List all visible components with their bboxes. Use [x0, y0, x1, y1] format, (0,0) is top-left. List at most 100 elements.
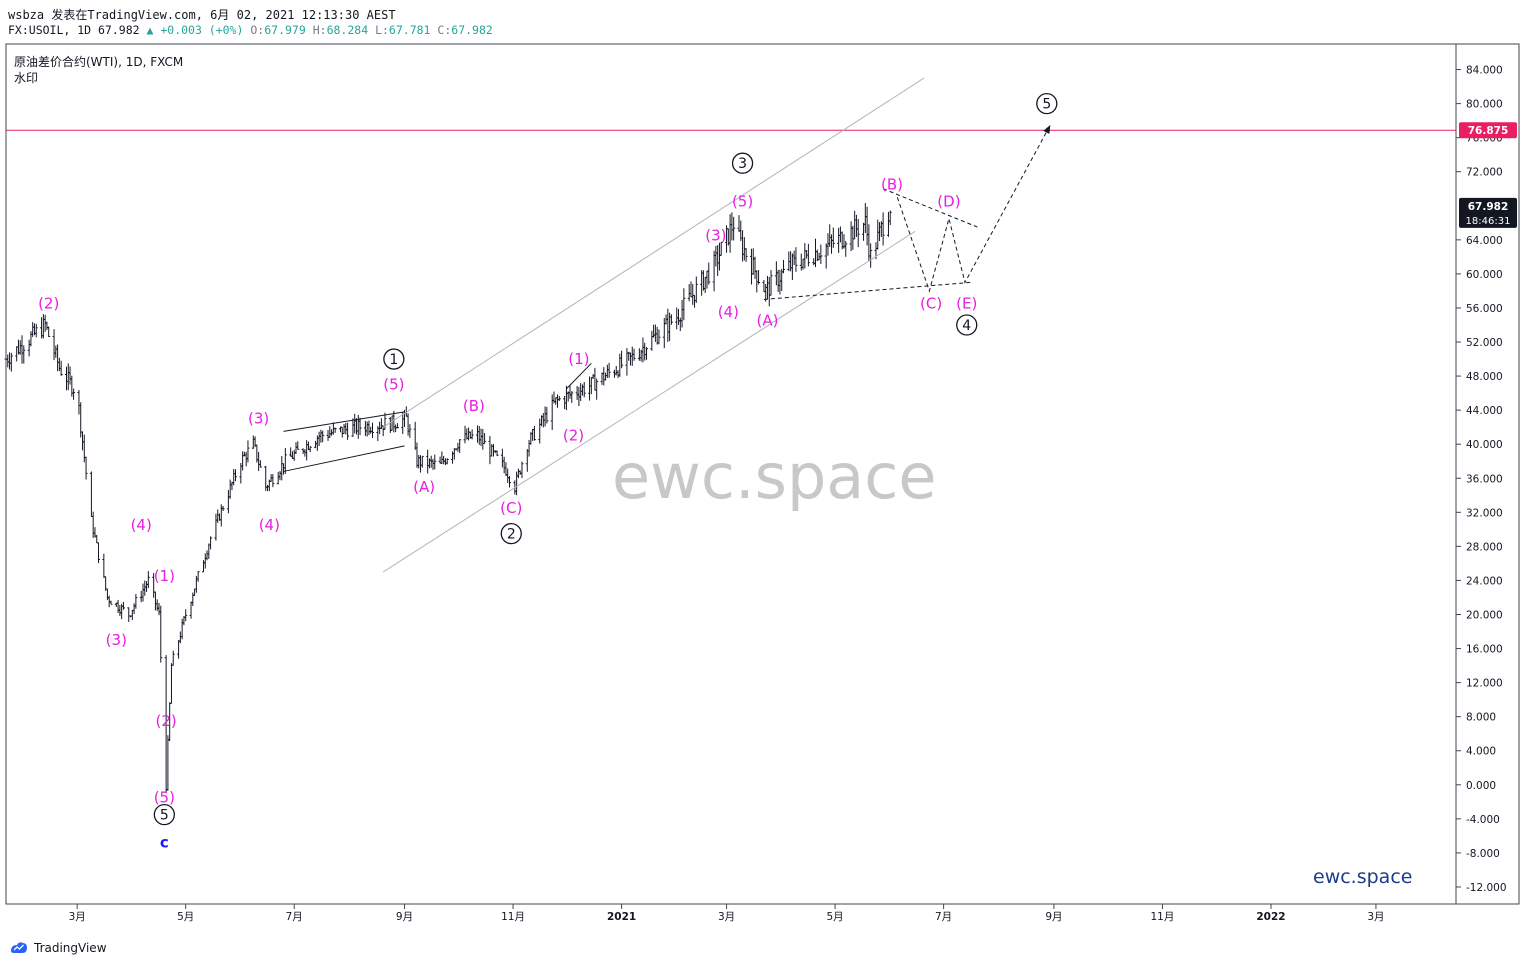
- wave-circle-marker: [731, 152, 754, 174]
- wave-label: (3): [106, 631, 127, 649]
- wave-label: (C): [920, 295, 942, 313]
- symbol-code: FX:USOIL, 1D 67.982: [8, 23, 140, 37]
- price-tick-label: 0.000: [1466, 780, 1496, 792]
- wave-circle-label: 2: [507, 527, 516, 543]
- time-tick-label: 3月: [69, 911, 86, 923]
- wave-label: (5): [154, 789, 175, 807]
- time-tick-label: 9月: [1045, 911, 1062, 923]
- low-label: L:: [375, 23, 389, 37]
- axes: 84.00080.00076.00072.00064.00060.00056.0…: [5, 43, 1520, 923]
- wave-label: (E): [956, 295, 977, 313]
- price-tick-label: -12.000: [1466, 882, 1507, 894]
- wave-circle-marker: [500, 522, 522, 545]
- wave-circle-label: 5: [160, 808, 169, 824]
- price-tick-label: 36.000: [1466, 473, 1503, 485]
- corner-watermark: ewc.space: [1313, 866, 1413, 888]
- wave-label: (3): [705, 227, 726, 245]
- price-tick-label: 56.000: [1466, 303, 1503, 315]
- time-tick-label: 11月: [501, 911, 525, 923]
- price-tick-label: 72.000: [1466, 167, 1503, 179]
- wave-label: (D): [937, 193, 960, 211]
- triangle-lower-line: [283, 445, 405, 472]
- wave-label: (2): [563, 427, 584, 445]
- high-value: 68.284: [326, 23, 369, 37]
- time-tick-label: 3月: [718, 911, 735, 923]
- close-label: C:: [437, 23, 452, 37]
- wave-label: (A): [756, 312, 778, 330]
- wave-circle-marker: [1036, 92, 1058, 115]
- last-price-badge: [1459, 197, 1517, 228]
- wedge-line: [566, 362, 592, 390]
- wave-label: (5): [732, 193, 753, 211]
- high-label: H:: [312, 23, 327, 37]
- wave-circle-label: 4: [962, 318, 971, 334]
- price-tick-label: 20.000: [1466, 609, 1503, 621]
- price-tick-label: 48.000: [1466, 371, 1503, 383]
- tradingview-footer[interactable]: TradingView: [8, 941, 107, 955]
- wave-label: (B): [881, 175, 903, 193]
- projection-arrow-head: [1043, 124, 1051, 134]
- hline-price-text: 76.875: [1468, 125, 1509, 137]
- wave-label: (A): [413, 478, 435, 496]
- time-tick-label: 9月: [396, 911, 413, 923]
- time-tick-label: 7月: [286, 911, 303, 923]
- price-tick-label: 12.000: [1466, 678, 1503, 690]
- price-tick-label: 16.000: [1466, 644, 1503, 656]
- symbol-name: 原油差价合约(WTI), 1D, FXCM: [14, 55, 184, 69]
- wave-label: (4): [131, 516, 152, 534]
- publish-info: wsbza 发表在TradingView.com, 6月 02, 2021 12…: [8, 8, 396, 22]
- price-tick-label: 84.000: [1466, 65, 1503, 77]
- wave-label: (1): [154, 567, 175, 585]
- hline-price-badge: [1459, 122, 1517, 139]
- wave-circle-label: 1: [389, 352, 398, 368]
- wave-label: (1): [568, 350, 589, 368]
- wave-label: (4): [259, 516, 280, 534]
- close-value: 67.982: [451, 23, 493, 37]
- open-value: 67.979: [264, 23, 306, 37]
- wave-circle-marker: [956, 314, 978, 336]
- time-tick-label: 11月: [1151, 911, 1175, 923]
- indicator-name[interactable]: 水印: [14, 71, 39, 85]
- wave-label: (2): [38, 295, 59, 313]
- open-label: O:: [250, 23, 265, 37]
- price-tick-label: -8.000: [1466, 848, 1500, 860]
- wave-label: (B): [463, 397, 485, 415]
- wave-c-label: c: [160, 834, 169, 852]
- price-tick-label: 60.000: [1466, 269, 1503, 281]
- projection-path: [896, 124, 1051, 293]
- wave-label: (C): [500, 499, 522, 517]
- ohlc-readout: FX:USOIL, 1D 67.982 ▲ +0.003 (+0%) O:67.…: [8, 23, 493, 37]
- price-tick-label: 4.000: [1466, 746, 1496, 758]
- symbol-legend[interactable]: 原油差价合约(WTI), 1D, FXCM 水印: [14, 54, 183, 86]
- footer-brand: TradingView: [34, 941, 107, 955]
- wave-labels: (2)(3)(4)(1)(2)(5)5c(3)(4)1(5)(A)(B)(C)2…: [38, 92, 1058, 852]
- wave-label: (4): [718, 303, 739, 321]
- price-tick-label: 8.000: [1466, 712, 1496, 724]
- price-tick-label: 44.000: [1466, 405, 1503, 417]
- last-price-text: 67.982: [1468, 201, 1509, 213]
- wave-circle-marker: [383, 348, 405, 370]
- time-tick-label: 2022: [1256, 911, 1285, 923]
- price-tick-label: 32.000: [1466, 507, 1503, 519]
- time-tick-label: 2021: [607, 911, 636, 923]
- wave-label: (5): [383, 376, 404, 394]
- channel-lower-line: [382, 230, 916, 573]
- drawings: [6, 77, 1456, 573]
- wave-label: (2): [155, 712, 176, 730]
- change-value: ▲ +0.003 (+0%): [146, 23, 244, 37]
- price-tick-label: -4.000: [1466, 814, 1500, 826]
- time-tick-label: 3月: [1367, 911, 1384, 923]
- price-tick-label: 80.000: [1466, 99, 1503, 111]
- wave-circle-label: 3: [738, 156, 747, 172]
- price-tick-label: 28.000: [1466, 541, 1503, 553]
- countdown-text: 18:46:31: [1466, 216, 1511, 227]
- time-tick-label: 5月: [826, 911, 843, 923]
- wave-label: (3): [248, 410, 269, 428]
- candle-series: [4, 203, 892, 793]
- price-tick-label: 64.000: [1466, 235, 1503, 247]
- channel-upper-line: [382, 77, 925, 428]
- wave-circle-marker: [153, 803, 175, 826]
- price-tick-label: 24.000: [1466, 575, 1503, 587]
- price-tick-label: 52.000: [1466, 337, 1503, 349]
